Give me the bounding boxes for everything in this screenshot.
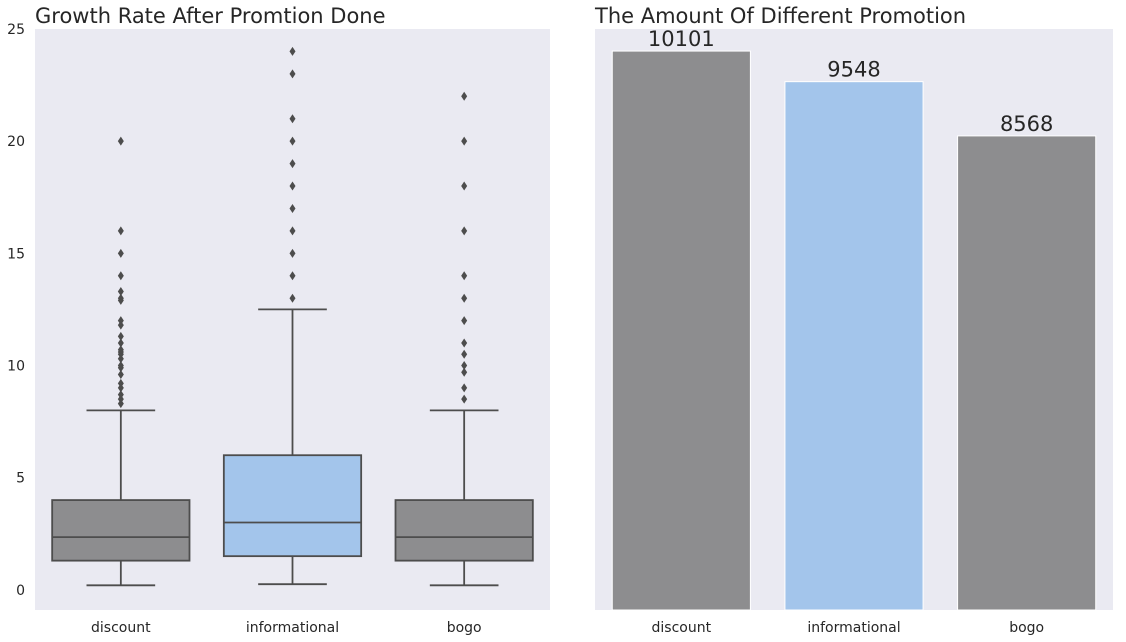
- outlier-point: [117, 360, 124, 370]
- outlier-point: [289, 69, 296, 79]
- boxplot-title: Growth Rate After Promtion Done: [35, 4, 386, 28]
- outlier-point: [117, 378, 124, 388]
- outlier-point: [117, 248, 124, 258]
- outlier-point: [117, 293, 124, 303]
- outlier-point: [461, 293, 468, 303]
- outlier-point: [117, 390, 124, 400]
- bar-data-labels: 10101 9548 8568: [648, 27, 1053, 136]
- outlier-point: [461, 181, 468, 191]
- outlier-point: [461, 394, 468, 404]
- outlier-point: [117, 316, 124, 326]
- y-tick-label: 10: [7, 358, 25, 374]
- y-tick-label: 15: [7, 246, 25, 262]
- bar-discount: [611, 50, 751, 611]
- bar-value-label: 8568: [1000, 112, 1053, 136]
- x-tick-label: informational: [807, 620, 900, 636]
- box-informational: [222, 46, 363, 586]
- outlier-point: [289, 226, 296, 236]
- x-tick-label: bogo: [447, 620, 482, 636]
- outlier-point: [289, 203, 296, 213]
- outlier-point: [117, 226, 124, 236]
- bar-value-label: 10101: [648, 27, 715, 51]
- outlier-point: [117, 331, 124, 341]
- iqr-box: [222, 454, 363, 558]
- outlier-point: [461, 360, 468, 370]
- bar-value-label: 9548: [827, 58, 880, 82]
- x-tick-label: discount: [652, 620, 712, 636]
- iqr-box: [394, 499, 534, 562]
- y-tick-label: 0: [16, 583, 25, 599]
- boxplot-boxes: [51, 46, 534, 587]
- outlier-point: [461, 367, 468, 377]
- outlier-point: [289, 181, 296, 191]
- bar-panel: The Amount Of Different Promotion 10101 9…: [594, 4, 1113, 636]
- outlier-point: [289, 159, 296, 169]
- outlier-point: [461, 136, 468, 146]
- y-tick-label: 5: [16, 471, 25, 487]
- outlier-point: [289, 293, 296, 303]
- bar-chart-title: The Amount Of Different Promotion: [594, 4, 966, 28]
- outlier-point: [289, 248, 296, 258]
- outlier-point: [461, 338, 468, 348]
- x-tick-label: informational: [246, 620, 339, 636]
- boxplot-x-axis: discount informational bogo: [91, 620, 482, 636]
- bar-x-axis: discount informational bogo: [652, 620, 1045, 636]
- outlier-point: [289, 46, 296, 56]
- outlier-point: [289, 271, 296, 281]
- box-bogo: [394, 91, 534, 587]
- outlier-point: [461, 349, 468, 359]
- outlier-point: [117, 136, 124, 146]
- outlier-point: [117, 369, 124, 379]
- outlier-point: [117, 271, 124, 281]
- bar-bogo: [957, 135, 1097, 611]
- iqr-box: [51, 499, 191, 562]
- bar-informational: [784, 81, 924, 611]
- outlier-point: [461, 226, 468, 236]
- outlier-point: [461, 383, 468, 393]
- outlier-point: [461, 316, 468, 326]
- x-tick-label: discount: [91, 620, 151, 636]
- outlier-point: [461, 91, 468, 101]
- bar-series: [611, 50, 1097, 611]
- outlier-point: [289, 136, 296, 146]
- boxplot-panel: Growth Rate After Promtion Done 0 5 10 15 20…: [7, 4, 550, 636]
- box-discount: [51, 136, 191, 587]
- y-tick-label: 25: [7, 22, 25, 38]
- outlier-point: [117, 286, 124, 296]
- outlier-point: [289, 114, 296, 124]
- x-tick-label: bogo: [1009, 620, 1044, 636]
- outlier-point: [117, 345, 124, 355]
- outlier-point: [117, 338, 124, 348]
- outlier-point: [461, 271, 468, 281]
- y-tick-label: 20: [7, 134, 25, 150]
- boxplot-y-axis: 0 5 10 15 20 25: [7, 22, 25, 599]
